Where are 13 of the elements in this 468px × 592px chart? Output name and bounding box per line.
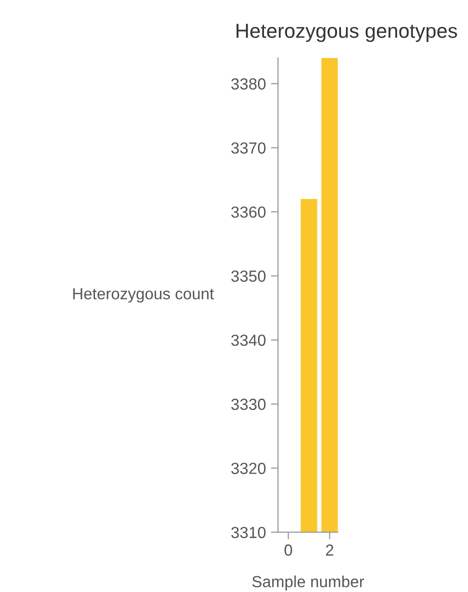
y-tick-label: 3370: [231, 142, 266, 154]
y-axis-title: Heterozygous count: [73, 288, 214, 303]
y-tick-label: 3350: [231, 270, 266, 282]
chart-title: Heterozygous genotypes: [236, 24, 457, 42]
y-tick-label: 3330: [231, 398, 266, 410]
x-tick-label: 2: [326, 544, 334, 556]
x-tick-label: 0: [284, 544, 292, 556]
x-axis-title: Sample number: [252, 576, 364, 590]
y-tick-label: 3360: [231, 206, 266, 218]
y-tick-label: 3380: [231, 78, 266, 90]
y-tick-label: 3320: [231, 462, 266, 474]
y-tick-label: 3340: [231, 334, 266, 346]
y-tick-label: 3310: [231, 526, 266, 538]
